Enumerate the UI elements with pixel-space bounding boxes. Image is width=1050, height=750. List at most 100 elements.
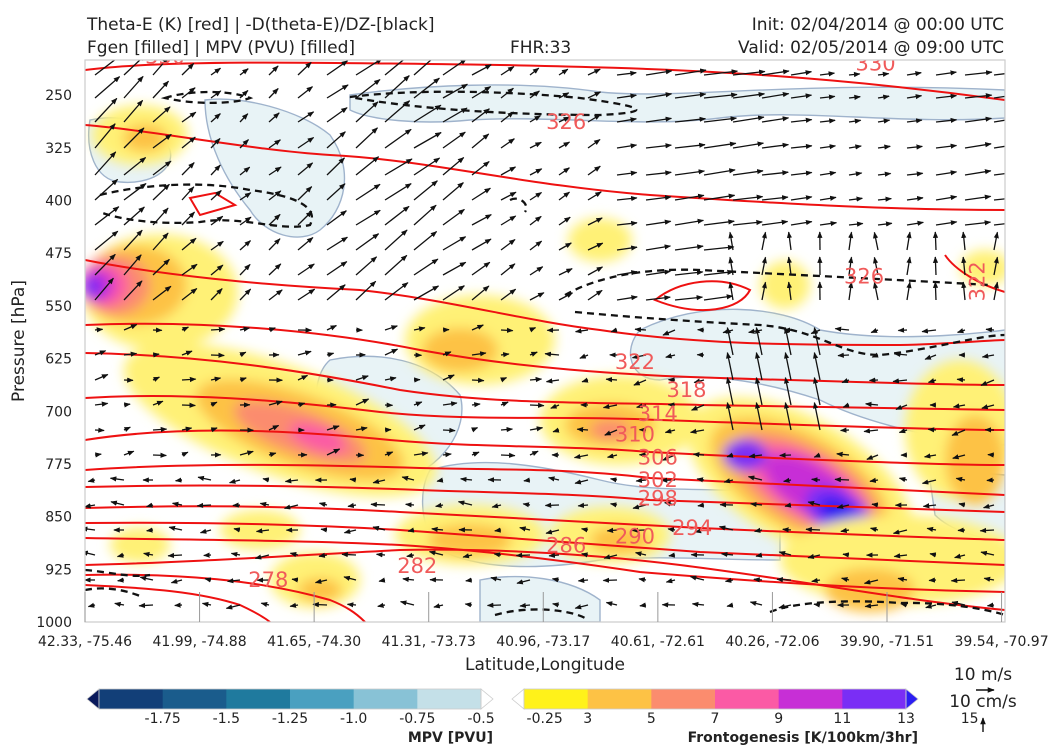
wind-vector [318,552,328,558]
wind-vector [761,170,789,176]
wind-vector [326,131,346,149]
theta-e-contour-label: 318 [666,378,706,402]
wind-vector [871,352,879,358]
wind-vector [201,601,212,608]
wind-vector [728,256,734,276]
wind-vector [94,452,102,458]
wind-vector [703,294,734,301]
wind-vector [413,180,438,201]
wind-vector [633,379,647,386]
wind-vector [980,379,995,386]
wind-vector [755,376,763,406]
wind-vector [609,477,618,483]
wind-vector [471,160,490,176]
wind-vector [873,256,879,276]
wind-vector [728,231,734,251]
wind-vector [123,351,138,357]
wind-vector [749,600,763,606]
wind-vector [932,256,939,276]
wind-vector [840,527,850,533]
wind-vector [895,404,908,411]
wind-vector [558,191,571,201]
colorbar-swatch [778,689,843,709]
wind-vector [761,256,767,276]
wind-vector [573,453,589,460]
wind-vector [529,90,540,99]
wind-vector [935,143,958,149]
wind-vector [406,552,415,558]
wind-vector [143,551,154,557]
y-tick-label: 625 [45,352,72,368]
wind-vector [355,101,379,123]
frontogenesis-colorbar-title: Frontogenesis [K/100km/3hr] [688,730,918,746]
colorbar-tick-label: -1.25 [272,711,308,727]
wind-vector [490,576,502,582]
wind-vector [123,60,146,76]
wind-vector [981,353,995,359]
theta-e-contour-label: 330 [855,52,895,76]
wind-vector [268,88,279,99]
wind-vector [123,206,145,226]
wind-vector [170,578,183,584]
wind-vector [516,579,531,585]
wind-vector [692,452,705,458]
wind-vector [457,500,473,506]
wind-vector [519,602,531,609]
wind-vector [291,577,299,583]
wind-vector [500,327,514,333]
wind-vector [436,477,444,483]
wind-vector [819,170,837,176]
wind-vector [500,238,516,251]
wind-vector [109,476,125,482]
mpv-colorbar-title: MPV [PVU] [408,730,493,746]
wind-vector [355,209,381,226]
wind-vector [210,264,224,276]
wind-vector [355,127,378,149]
wind-vector [703,269,734,276]
wind-vector [442,427,456,433]
wind-vector [986,602,995,608]
wind-vector [776,576,792,583]
wind-vector [471,238,492,251]
wind-vector [866,454,879,461]
wind-vector [732,219,763,226]
wind-vector [848,221,864,227]
wind-vector [784,326,792,356]
wind-vector [442,83,468,99]
wind-vector [500,191,517,201]
wind-vector [210,190,222,201]
wind-vector [927,427,937,433]
theta-e-contour-label: 298 [638,486,678,510]
wind-vector [171,501,183,507]
wind-vector [320,527,328,533]
wind-vector [558,167,570,176]
wind-vector [355,183,381,201]
colorbar-tick-label: -0.5 [467,711,494,727]
wind-vector [152,426,168,433]
wind-vector [413,131,442,149]
wind-vector [355,398,370,406]
wind-vector [961,256,967,276]
wind-vector [703,92,738,99]
colorbar-swatch [842,689,907,709]
wind-vector [784,401,792,431]
wind-vector [755,326,763,356]
wind-vector [181,63,195,76]
wind-vector [268,166,282,176]
wind-vector [581,377,589,383]
wind-vector [94,401,109,407]
colorbar-swatch [162,689,227,709]
wind-vector [413,451,429,457]
wind-vector [413,204,437,226]
wind-vector [986,477,995,483]
wind-vector [877,71,890,77]
wind-vector [667,527,676,533]
wind-vector [355,375,369,381]
wind-vector [898,477,908,483]
wind-vector [732,69,766,76]
wind-vector [435,502,444,508]
chart-title-line1: Theta-E (K) [red] | -D(theta-E)/DZ-[blac… [87,15,435,35]
wind-vector [755,351,763,381]
wind-vector [239,113,249,123]
wind-vector [413,104,442,123]
